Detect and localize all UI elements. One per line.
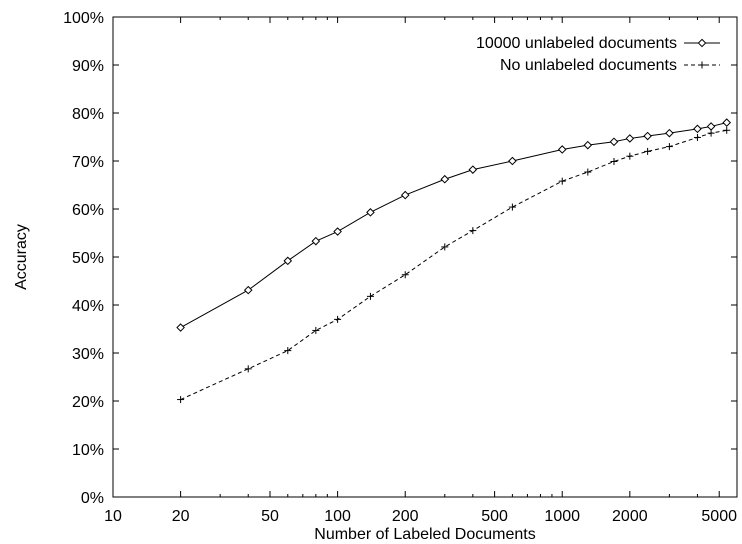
- series-layer: [176, 118, 732, 404]
- legend-label: No unlabeled documents: [500, 57, 677, 74]
- data-point-plus: [558, 177, 566, 185]
- x-tick-label: 20: [172, 508, 190, 525]
- data-point-plus: [644, 147, 652, 155]
- data-point-diamond: [468, 165, 478, 174]
- y-tick-label: 60%: [72, 202, 104, 219]
- y-tick-label: 100%: [63, 10, 104, 27]
- y-tick-label: 10%: [72, 442, 104, 459]
- data-point-plus: [610, 157, 618, 165]
- x-axis-title: Number of Labeled Documents: [314, 526, 535, 543]
- series-no-unlabeled: [177, 126, 731, 404]
- x-tick-label: 200: [392, 508, 419, 525]
- series-line: [180, 129, 727, 401]
- data-point-diamond: [609, 137, 619, 147]
- data-point-plus: [334, 315, 342, 323]
- legend: 10000 unlabeled documents No unlabeled do…: [476, 35, 720, 74]
- data-point-diamond: [176, 323, 185, 332]
- y-tick-label: 90%: [72, 58, 104, 75]
- data-point-diamond: [283, 256, 293, 266]
- data-point-diamond: [665, 128, 674, 138]
- x-tick-label: 2000: [612, 508, 648, 525]
- plot-frame: [112, 16, 738, 498]
- data-point-plus: [707, 129, 715, 137]
- y-tick-label: 30%: [72, 346, 104, 363]
- data-point-plus: [693, 133, 701, 141]
- y-tick-label: 0%: [81, 490, 104, 507]
- data-point-diamond: [706, 122, 716, 131]
- x-tick-label: 500: [481, 508, 508, 525]
- data-point-plus: [469, 227, 477, 235]
- data-point-plus: [723, 126, 731, 134]
- data-point-diamond: [722, 118, 732, 127]
- data-point-diamond: [643, 131, 652, 141]
- series-unlabeled-10000: [176, 118, 732, 332]
- y-axis-title: Accuracy: [13, 224, 30, 290]
- data-point-plus: [244, 365, 252, 373]
- data-point-diamond: [333, 227, 342, 236]
- data-point-plus: [401, 271, 409, 279]
- data-point-plus: [177, 396, 185, 404]
- data-point-diamond: [697, 38, 707, 48]
- data-point-plus: [441, 243, 449, 251]
- y-tick-label: 20%: [72, 394, 104, 411]
- data-point-diamond: [625, 134, 635, 143]
- data-point-plus: [698, 61, 706, 69]
- data-point-diamond: [400, 190, 410, 200]
- data-point-diamond: [243, 285, 253, 295]
- data-point-diamond: [366, 208, 375, 217]
- data-point-plus: [366, 292, 374, 300]
- x-tick-label: 1000: [544, 508, 580, 525]
- x-tick-label: 100: [324, 508, 351, 525]
- data-point-diamond: [508, 156, 517, 166]
- data-point-plus: [584, 168, 592, 176]
- data-point-plus: [284, 347, 292, 355]
- data-point-plus: [312, 326, 320, 334]
- x-axis: 10 20 50 100 200 500 1000 2000 5000: [104, 17, 738, 525]
- data-point-plus: [626, 152, 634, 160]
- y-tick-label: 80%: [72, 106, 104, 123]
- x-tick-label: 5000: [701, 508, 737, 525]
- data-point-diamond: [583, 140, 593, 150]
- data-point-diamond: [440, 174, 450, 184]
- x-tick-label: 10: [104, 508, 122, 525]
- y-tick-label: 70%: [72, 154, 104, 171]
- x-tick-label: 50: [261, 508, 279, 525]
- data-point-plus: [665, 143, 673, 151]
- data-point-diamond: [693, 124, 702, 134]
- series-line: [180, 122, 727, 328]
- y-axis: 0% 10% 20% 30% 40% 50% 60% 70% 80% 90% 100%: [63, 10, 737, 507]
- data-point-diamond: [311, 236, 321, 246]
- data-point-diamond: [557, 145, 567, 154]
- y-tick-label: 40%: [72, 298, 104, 315]
- y-tick-label: 50%: [72, 250, 104, 267]
- data-point-plus: [508, 203, 516, 211]
- legend-label: 10000 unlabeled documents: [476, 35, 677, 52]
